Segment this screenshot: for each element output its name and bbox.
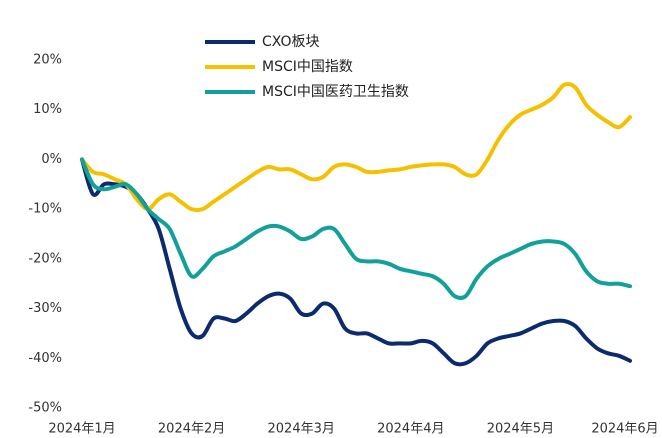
y-tick-label: 20% [33,53,62,68]
x-tick-label: 2024年4月 [377,422,444,437]
y-tick-label: -40% [28,351,62,366]
legend-label: MSCI中国指数 [262,59,353,75]
x-tick-label: 2024年3月 [268,422,335,437]
series-line [80,157,632,301]
x-tick-label: 2024年1月 [48,422,115,437]
y-tick-label: 10% [33,102,62,117]
series-line [80,157,632,367]
legend-label: CXO板块 [262,34,320,50]
x-tick-label: 2024年5月 [487,422,554,437]
y-tick-label: -50% [28,401,62,416]
x-tick-label: 2024年6月 [591,422,658,437]
y-tick-label: -20% [28,251,62,266]
y-tick-label: 0% [41,152,62,167]
y-tick-label: -30% [28,301,62,316]
legend-label: MSCI中国医药卫生指数 [262,84,409,100]
y-tick-label: -10% [28,202,62,217]
x-tick-label: 2024年2月 [158,422,225,437]
series-line [80,82,632,213]
